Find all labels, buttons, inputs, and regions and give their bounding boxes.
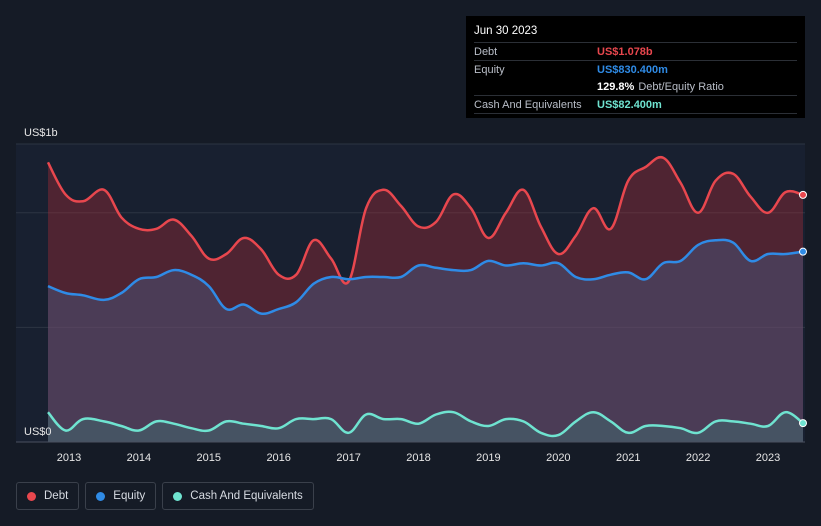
legend-label: Debt (44, 490, 69, 502)
debt-equity-chart: 2013 2014 2015 2016 2017 2018 2019 2020 2021 2022… (16, 127, 807, 464)
debt-area (48, 157, 803, 442)
debt-line (46, 155, 804, 285)
x-tick-label: 2014 (127, 452, 151, 464)
x-tick-label: 2016 (266, 452, 290, 464)
data-tooltip: Jun 30 2023 Debt US$1.078b Equity US$830… (466, 16, 805, 118)
tooltip-label: Cash And Equivalents (474, 98, 582, 111)
tooltip-label: Equity (474, 63, 505, 76)
grid-lines (16, 143, 805, 328)
legend-item-debt[interactable]: Debt (16, 482, 80, 510)
equity-end-marker[interactable] (799, 247, 807, 256)
x-tick-label: 2013 (57, 452, 81, 464)
y-zero-label: US$0 (24, 426, 52, 438)
x-tick-label: 2019 (476, 452, 500, 464)
plot-background (16, 144, 805, 442)
equity-dot-icon (96, 491, 106, 501)
debt-end-marker[interactable] (799, 190, 807, 199)
tooltip-value: US$830.400m (597, 63, 668, 76)
x-tick-label: 2022 (686, 452, 710, 464)
tooltip-label: Debt (474, 45, 498, 58)
x-tick-label: 2020 (546, 452, 570, 464)
chart-legend: Debt Equity Cash And Equivalents (16, 482, 314, 510)
legend-label: Equity (113, 490, 146, 502)
x-tick-label: 2023 (756, 452, 780, 464)
cash-and-equivalents-end-marker[interactable] (799, 419, 807, 428)
x-tick-label: 2017 (336, 452, 360, 464)
series-areas (48, 157, 803, 442)
legend-item-equity[interactable]: Equity (85, 482, 157, 510)
cash-and-equivalents-line (47, 410, 804, 438)
x-tick-label: 2018 (406, 452, 430, 464)
legend-label: Cash And Equivalents (190, 490, 303, 502)
tooltip-row-cash: Cash And Equivalents US$82.400m (474, 95, 797, 114)
y-unit-label: US$1b (24, 127, 58, 139)
end-markers (799, 190, 807, 428)
x-tick-label: 2015 (197, 452, 221, 464)
tooltip-row-equity: Equity US$830.400m (474, 60, 797, 78)
cash-and-equivalents-area (48, 411, 803, 442)
legend-item-cash[interactable]: Cash And Equivalents (162, 482, 314, 510)
equity-line (47, 238, 804, 315)
tooltip-value: US$82.400m (597, 98, 662, 111)
debt-dot-icon (27, 491, 36, 501)
tooltip-row-debt: Debt US$1.078b (474, 42, 797, 60)
tooltip-row-ratio: 129.8% Debt/Equity Ratio (474, 78, 797, 95)
series-lines (46, 155, 804, 438)
x-tick-label: 2021 (616, 452, 640, 464)
cash-dot-icon (173, 491, 183, 501)
tooltip-ratio-label: Debt/Equity Ratio (638, 80, 724, 93)
tooltip-ratio-value: 129.8% (597, 80, 635, 93)
tooltip-date: Jun 30 2023 (474, 25, 538, 37)
equity-area (48, 239, 803, 442)
x-tick-labels: 2013 2014 2015 2016 2017 2018 2019 2020 2021 2022… (57, 452, 781, 464)
tooltip-value: US$1.078b (597, 45, 653, 58)
